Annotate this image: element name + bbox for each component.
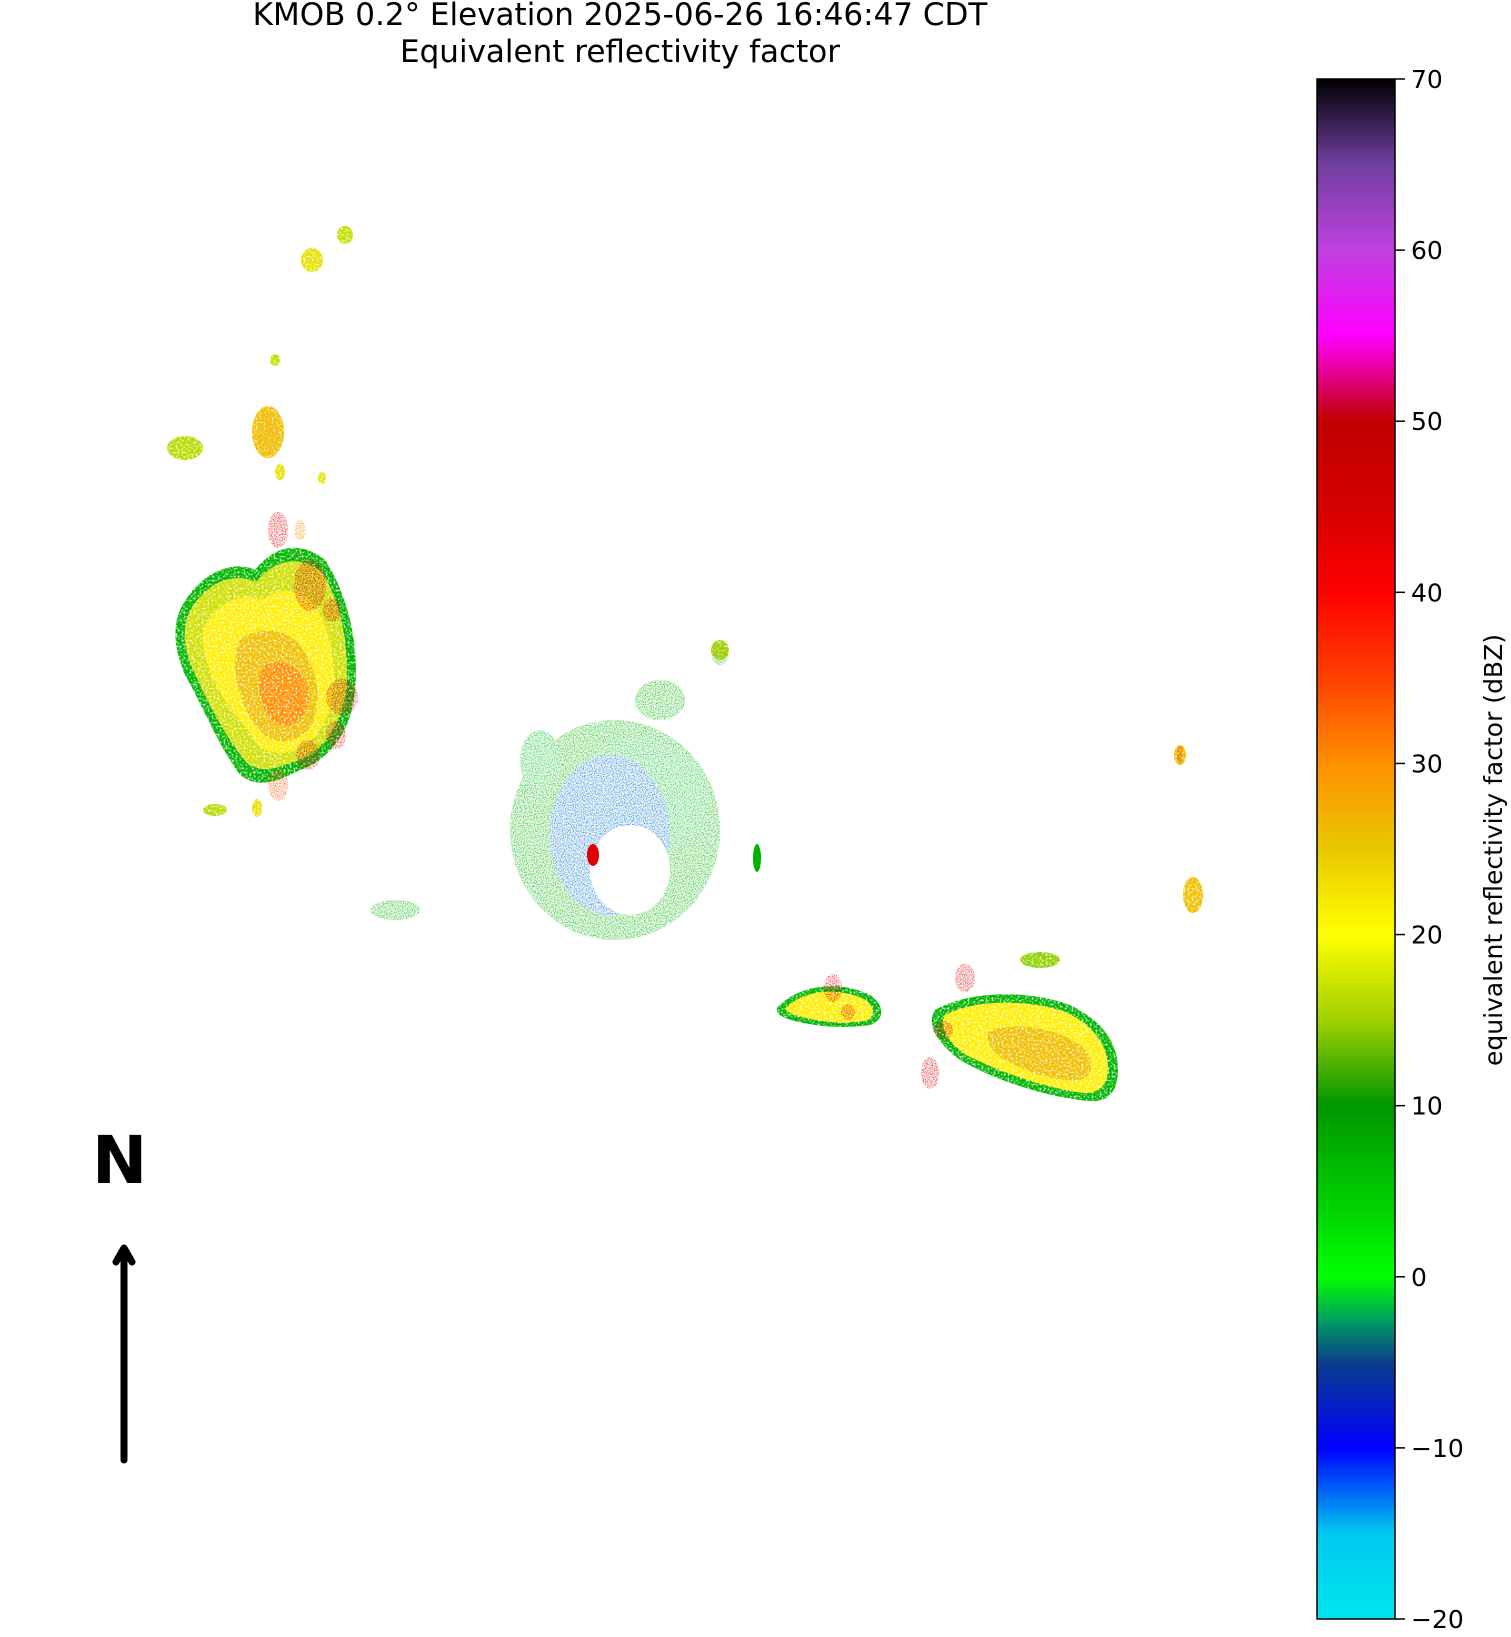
colorbar-tick-label: −10 xyxy=(1411,1434,1464,1463)
colorbar-tick-label: 60 xyxy=(1411,236,1443,265)
colorbar-tick-label: 10 xyxy=(1411,1092,1443,1121)
map-title: KMOB 0.2° Elevation 2025-06-26 16:46:47 … xyxy=(252,0,988,33)
colorbar-label: equivalent reflectivity factor (dBZ) xyxy=(1479,634,1508,1066)
radar-site-ground-clutter xyxy=(370,645,761,940)
colorbar-tick-label: 70 xyxy=(1411,65,1443,94)
radar-reflectivity-map xyxy=(112,226,1203,1464)
north-label: N xyxy=(92,1122,148,1199)
north-arrow xyxy=(112,1244,136,1464)
colorbar-tick-label: 40 xyxy=(1411,578,1443,607)
colorbar-tick-label: 30 xyxy=(1411,749,1443,778)
map-subtitle: Equivalent reflectivity factor xyxy=(400,34,840,70)
storm-cluster-northwest xyxy=(167,226,358,817)
storm-cluster-southeast xyxy=(711,640,1203,1102)
colorbar-ticks: 70 60 50 40 30 20 10 0 −10 −20 xyxy=(1395,65,1464,1634)
colorbar-tick-label: 0 xyxy=(1411,1263,1427,1292)
colorbar-bar xyxy=(1316,78,1396,1620)
colorbar-tick-label: 20 xyxy=(1411,921,1443,950)
colorbar-tick-label: 50 xyxy=(1411,407,1443,436)
colorbar-tick-label: −20 xyxy=(1411,1605,1464,1634)
